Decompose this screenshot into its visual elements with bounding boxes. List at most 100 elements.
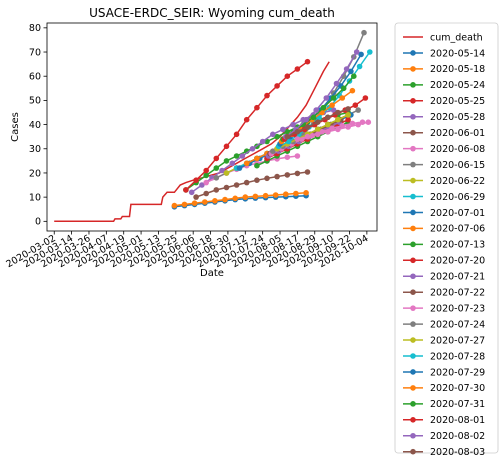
legend-label: 2020-08-01 (430, 415, 485, 426)
forecast-point (270, 148, 276, 154)
forecast-point (335, 116, 341, 123)
legend-label: 2020-06-08 (430, 144, 485, 155)
forecast-point (314, 126, 321, 133)
legend-label: 2020-07-23 (430, 303, 485, 314)
legend-frame (394, 22, 499, 454)
forecast-point (223, 143, 230, 150)
forecast-point (264, 92, 270, 99)
legend-marker (410, 321, 416, 327)
forecast-point (345, 116, 351, 123)
legend-marker (410, 129, 416, 136)
forecast-point (236, 165, 243, 171)
legend-marker (410, 145, 416, 152)
forecast-point (243, 179, 250, 186)
forecast-point (272, 192, 279, 198)
legend-marker (410, 448, 416, 455)
forecast-point (274, 133, 280, 140)
legend-marker (410, 337, 416, 343)
forecast-point (335, 126, 341, 133)
forecast-point (284, 73, 291, 79)
y-tick-label: 80 (29, 23, 41, 34)
forecast-point (294, 66, 301, 72)
forecast-point (325, 129, 331, 135)
forecast-point (339, 123, 346, 129)
forecast-point (262, 192, 269, 199)
forecast-point (274, 83, 280, 89)
forecast-point (304, 58, 311, 65)
forecast-point (345, 112, 351, 118)
forecast-point (325, 121, 331, 128)
forecast-point (243, 116, 250, 123)
legend-marker (410, 353, 416, 359)
legend-label: 2020-07-29 (430, 367, 485, 378)
legend-label: 2020-07-20 (430, 256, 485, 267)
forecast-point (254, 104, 260, 111)
forecast-point (355, 107, 362, 113)
forecast-point (233, 131, 240, 138)
legend-marker (410, 257, 416, 264)
forecast-point (304, 124, 311, 130)
legend-label: 2020-07-13 (430, 240, 485, 251)
forecast-point (333, 80, 340, 87)
legend-marker (410, 417, 416, 423)
legend-label: 2020-05-18 (430, 64, 485, 75)
forecast-point (213, 165, 220, 171)
forecast-point (181, 201, 188, 208)
forecast-point (351, 73, 357, 79)
legend-marker (410, 225, 416, 232)
forecast-point (329, 102, 335, 108)
y-tick-label: 40 (29, 120, 41, 131)
forecast-point (367, 49, 373, 55)
forecast-point (284, 133, 291, 140)
forecast-point (303, 116, 309, 123)
forecast-series-2020-08-03 (284, 106, 351, 140)
forecast-point (284, 154, 291, 160)
forecast-point (290, 121, 296, 128)
forecast-point (325, 114, 331, 121)
legend-marker (410, 432, 416, 439)
forecast-point (222, 196, 228, 203)
forecast-point (365, 119, 372, 125)
legend-marker (410, 273, 416, 280)
legend-marker (410, 305, 416, 311)
legend-marker (410, 177, 416, 184)
legend-marker (410, 385, 416, 391)
y-tick-label: 0 (35, 217, 41, 228)
forecast-point (285, 138, 292, 145)
y-tick-label: 50 (29, 96, 41, 107)
forecast-point (252, 193, 259, 200)
forecast-point (264, 175, 270, 182)
forecast-point (345, 124, 351, 130)
forecast-point (243, 160, 250, 167)
forecast-point (193, 194, 199, 200)
forecast-point (233, 153, 240, 159)
legend-marker (410, 193, 416, 200)
forecast-point (362, 95, 369, 101)
forecast-point (188, 189, 195, 196)
legend-marker (410, 401, 416, 407)
forecast-point (202, 199, 208, 205)
forecast-point (361, 29, 367, 36)
legend-label: 2020-07-24 (430, 319, 485, 330)
legend-marker (410, 66, 416, 72)
forecast-point (335, 109, 341, 116)
legend-label: 2020-06-29 (430, 192, 485, 203)
legend-label: 2020-07-06 (430, 224, 485, 235)
forecast-point (280, 126, 286, 133)
forecast-point (348, 68, 354, 75)
legend-label: 2020-07-01 (430, 208, 485, 219)
y-axis-label: Cases (10, 112, 21, 142)
forecast-point (274, 173, 280, 180)
forecast-point (193, 177, 199, 183)
legend-marker (410, 82, 416, 88)
forecast-point (314, 119, 321, 125)
forecast-point (356, 63, 363, 70)
forecast-point (223, 184, 230, 191)
forecast-point (171, 202, 178, 209)
forecast-point (199, 182, 205, 188)
forecast-series-2020-06-01 (193, 169, 311, 200)
forecast-point (183, 187, 189, 193)
forecast-point (293, 190, 299, 197)
forecast-point (310, 114, 317, 121)
forecast-point (213, 175, 220, 181)
